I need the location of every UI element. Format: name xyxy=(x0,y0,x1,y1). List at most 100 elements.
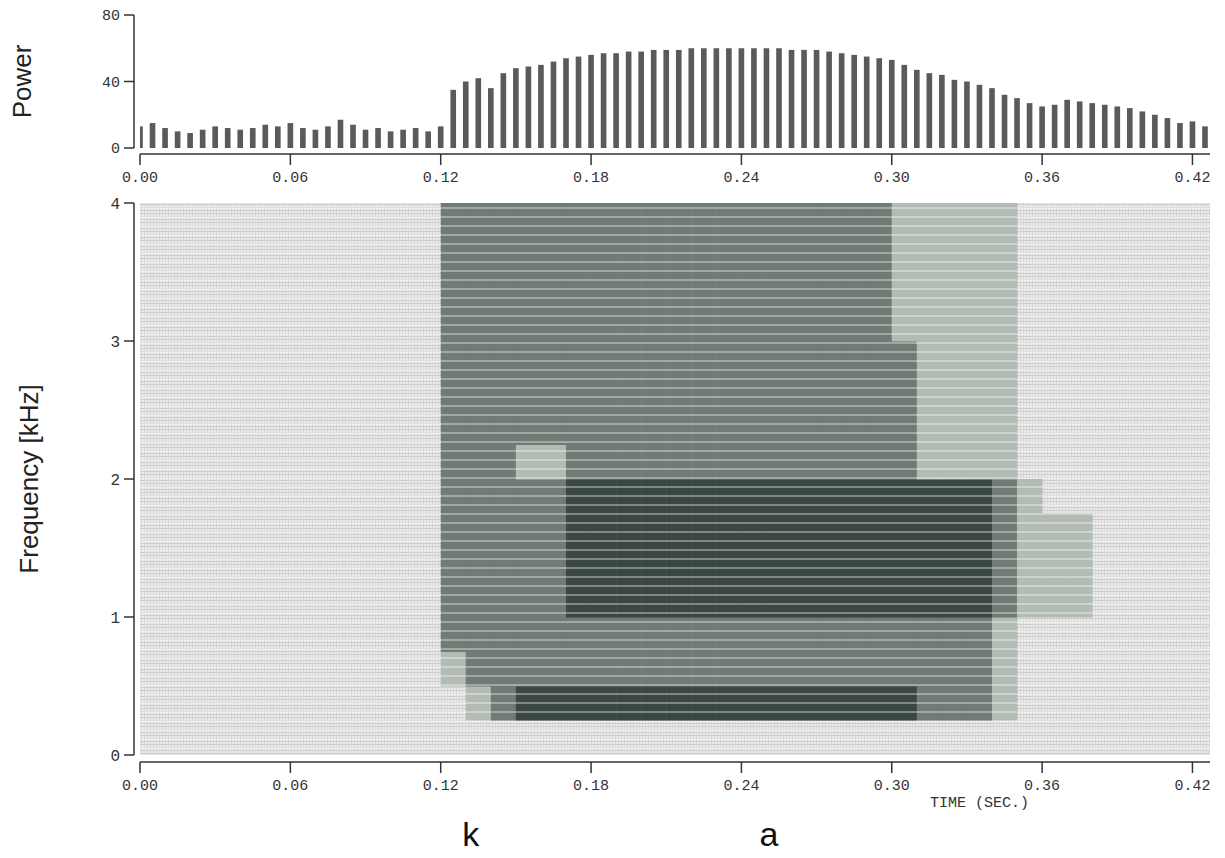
x-tick-label: 0.12 xyxy=(423,170,459,187)
power-bar xyxy=(576,57,582,148)
y-tick xyxy=(124,14,134,16)
x-tick xyxy=(440,154,442,165)
power-bar xyxy=(814,50,820,148)
power-bar xyxy=(212,126,218,148)
power-bar xyxy=(526,67,532,148)
power-bar xyxy=(613,53,619,148)
x-axis-line xyxy=(140,761,1210,763)
x-tick xyxy=(440,762,442,773)
y-tick-label: 4 xyxy=(110,196,120,214)
y-axis-title: Frequency [kHz] xyxy=(14,384,44,573)
power-bar xyxy=(325,126,331,148)
x-tick-label: 0.24 xyxy=(723,778,759,795)
power-bar xyxy=(175,131,181,148)
x-tick-label: 0.12 xyxy=(423,778,459,795)
power-bar xyxy=(413,128,419,148)
power-bar xyxy=(776,48,782,148)
power-bar xyxy=(964,82,970,149)
power-bar xyxy=(1190,121,1196,148)
power-bar xyxy=(714,48,720,148)
power-bar xyxy=(851,55,857,148)
y-tick xyxy=(124,81,134,83)
x-tick xyxy=(290,154,292,165)
power-bar xyxy=(826,52,832,148)
power-bar xyxy=(1152,115,1158,148)
x-tick xyxy=(1192,154,1194,165)
power-bar xyxy=(288,123,294,148)
power-bar xyxy=(1114,106,1120,148)
harmonic-texture xyxy=(140,203,1210,755)
x-tick xyxy=(1041,154,1043,165)
y-tick-label: 80 xyxy=(102,8,120,25)
y-tick xyxy=(124,340,134,342)
y-tick xyxy=(124,478,134,480)
power-bar xyxy=(626,52,632,148)
power-bar xyxy=(450,90,456,148)
power-bar xyxy=(864,57,870,148)
power-bar xyxy=(676,50,682,148)
power-bar xyxy=(463,82,469,149)
power-bar xyxy=(1002,95,1008,148)
power-bar xyxy=(989,88,995,148)
power-bar xyxy=(162,128,168,148)
power-bar xyxy=(889,60,895,148)
x-tick-label: 0.30 xyxy=(874,778,910,795)
power-bar xyxy=(977,85,983,148)
x-tick-label: 0.36 xyxy=(1024,170,1060,187)
power-bar xyxy=(688,48,694,148)
power-bar xyxy=(952,80,958,148)
y-tick-label: 40 xyxy=(102,75,120,92)
power-bar xyxy=(1014,98,1020,148)
power-bar xyxy=(200,130,206,148)
plot-background xyxy=(140,203,1210,755)
power-bar xyxy=(751,48,757,148)
power-bar xyxy=(551,62,557,148)
power-bar xyxy=(651,50,657,148)
power-bar xyxy=(739,48,745,148)
power-bar xyxy=(638,52,644,148)
y-tick xyxy=(124,147,134,149)
power-bar xyxy=(313,130,319,148)
x-tick xyxy=(891,154,893,165)
power-bar xyxy=(1140,111,1146,148)
x-tick xyxy=(590,762,592,773)
power-bar xyxy=(1165,118,1171,148)
x-tick xyxy=(139,154,141,165)
y-tick xyxy=(124,754,134,756)
x-tick-label: 0.06 xyxy=(272,778,308,795)
y-tick-label: 0 xyxy=(111,141,120,158)
chart: 040800.000.060.120.180.240.300.360.42Pow… xyxy=(0,0,1225,858)
power-bar xyxy=(275,126,281,148)
x-axis-line xyxy=(140,153,1210,155)
power-bar xyxy=(701,48,707,148)
y-tick-label: 2 xyxy=(110,472,120,490)
power-bar xyxy=(1039,106,1045,148)
power-bar xyxy=(363,130,369,148)
power-bar xyxy=(388,131,394,148)
power-bar xyxy=(1077,101,1083,148)
x-tick-label: 0.42 xyxy=(1174,778,1210,795)
power-bar xyxy=(150,123,156,148)
power-bar xyxy=(1064,100,1070,148)
power-bar xyxy=(764,48,770,148)
power-bar xyxy=(927,73,933,148)
spectrogram-cells xyxy=(140,203,1210,755)
x-tick-label: 0.24 xyxy=(723,170,759,187)
y-tick xyxy=(124,202,134,204)
power-bar xyxy=(250,128,256,148)
power-bar xyxy=(726,48,732,148)
power-bar xyxy=(140,126,143,148)
power-bar xyxy=(488,88,494,148)
power-bar xyxy=(262,125,268,148)
power-bar xyxy=(1052,105,1058,148)
x-tick xyxy=(741,762,743,773)
x-tick-label: 0.00 xyxy=(122,170,158,187)
power-bar xyxy=(876,58,882,148)
power-bar xyxy=(350,125,356,148)
power-bar xyxy=(438,126,444,148)
x-axis-title: TIME (SEC.) xyxy=(930,795,1029,812)
x-tick-label: 0.18 xyxy=(573,170,609,187)
power-bar xyxy=(375,128,381,148)
x-tick-label: 0.06 xyxy=(272,170,308,187)
y-tick-label: 3 xyxy=(110,334,120,352)
